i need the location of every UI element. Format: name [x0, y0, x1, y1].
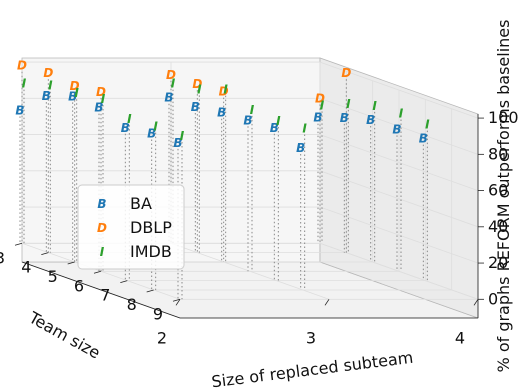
legend: B BA D DBLP I IMDB — [77, 184, 185, 270]
y-axis-line — [21, 261, 181, 319]
data-point-dblp: D — [219, 85, 229, 99]
y-tick-label: 6 — [74, 276, 84, 295]
data-point-imdb: I — [320, 98, 325, 112]
legend-marker-dblp: D — [97, 221, 107, 235]
y-tick-label: 4 — [21, 258, 31, 277]
data-point-imdb: I — [171, 77, 176, 91]
x-tick-label: 2 — [157, 328, 167, 347]
data-point-ba: B — [173, 136, 182, 150]
data-point-imdb: I — [74, 86, 79, 100]
y-axis-title: Team size — [25, 307, 104, 362]
z-tick-label: 60 — [488, 181, 508, 200]
data-point-imdb: I — [302, 121, 307, 135]
z-tick-label: 0 — [488, 289, 498, 308]
data-point-imdb: I — [127, 112, 132, 126]
data-point-dblp: D — [17, 59, 27, 73]
tick-labels: 2343456789020406080100 — [0, 108, 518, 347]
data-point-ba: B — [15, 103, 24, 117]
y-tick-mark — [67, 261, 75, 265]
data-point-ba: B — [392, 122, 401, 136]
data-point-ba: B — [94, 101, 103, 115]
data-point-ba: B — [419, 132, 428, 146]
data-point-dblp: D — [341, 66, 351, 80]
data-point-imdb: I — [250, 103, 255, 117]
data-point-imdb: I — [180, 129, 185, 143]
data-point-imdb: I — [153, 120, 158, 134]
z-tick-label: 100 — [488, 108, 518, 127]
data-point-ba: B — [164, 91, 173, 105]
data-point-ba: B — [191, 100, 200, 114]
data-point-dblp: D — [70, 79, 80, 93]
data-point-ba: B — [366, 113, 375, 127]
data-point-ba: B — [340, 111, 349, 125]
x-tick-mark — [324, 299, 330, 306]
data-point-imdb: I — [223, 83, 228, 97]
y-tick-mark — [172, 298, 181, 302]
y-tick-label: 3 — [0, 248, 5, 267]
x-axis-title: Size of replaced subteam — [210, 348, 414, 391]
y-tick-label: 9 — [153, 304, 163, 323]
data-point-ba: B — [243, 113, 252, 127]
x-tick-mark — [175, 299, 181, 306]
grid-z-side — [319, 61, 479, 119]
data-point-dblp: D — [96, 85, 106, 99]
legend-label-ba: BA — [130, 194, 152, 213]
data-point-imdb: I — [101, 92, 106, 106]
data-point-ba: B — [147, 126, 156, 140]
z-tick-label: 40 — [488, 217, 508, 236]
data-point-dblp: D — [166, 68, 176, 82]
data-point-imdb: I — [22, 77, 27, 91]
x-tick-label: 3 — [306, 328, 316, 347]
data-point-ba: B — [121, 121, 130, 135]
data-point-imdb: I — [425, 118, 430, 132]
y-tick-mark — [14, 242, 23, 246]
x-tick-label: 4 — [455, 328, 465, 347]
z-tick-label: 80 — [488, 144, 508, 163]
data-point-imdb: I — [346, 97, 351, 111]
data-point-ba: B — [217, 106, 226, 120]
data-point-imdb: I — [197, 82, 202, 96]
legend-label-dblp: DBLP — [130, 218, 172, 237]
data-point-imdb: I — [399, 106, 404, 120]
data-point-ba: B — [270, 121, 279, 135]
y-tick-label: 5 — [48, 267, 58, 286]
data-point-ba: B — [296, 141, 305, 155]
data-point-imdb: I — [372, 99, 377, 113]
data-point-ba: B — [313, 111, 322, 125]
y-tick-mark — [146, 289, 154, 293]
z-tick-label: 20 — [488, 253, 508, 272]
data-point-ba: B — [68, 89, 77, 103]
legend-marker-ba: B — [97, 197, 106, 211]
y-tick-mark — [93, 270, 102, 274]
legend-marker-imdb: I — [100, 245, 105, 259]
x-tick-mark — [473, 299, 479, 306]
z-axis-title: % of graphs REFORM outperforms baselines — [494, 20, 513, 373]
legend-label-imdb: IMDB — [130, 242, 172, 261]
y-tick-mark — [41, 252, 49, 256]
data-point-ba: B — [42, 89, 51, 103]
axes — [14, 114, 484, 319]
data-point-imdb: I — [276, 114, 281, 128]
y-tick-label: 8 — [127, 295, 137, 314]
legend-box — [77, 184, 185, 270]
data-point-dblp: D — [315, 91, 325, 105]
data-point-imdb: I — [48, 79, 53, 93]
y-tick-mark — [120, 280, 128, 284]
y-tick-label: 7 — [100, 286, 110, 305]
data-point-dblp: D — [43, 66, 53, 80]
data-point-dblp: D — [192, 77, 202, 91]
